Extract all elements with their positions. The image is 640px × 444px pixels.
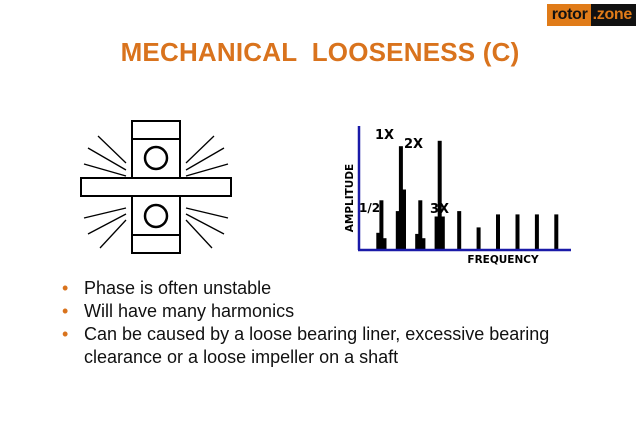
shaft [80,177,232,197]
y-axis-label: AMPLITUDE [344,164,356,232]
spectrum-bar [418,200,423,249]
spectrum-bar [434,216,439,249]
annotation-3x: 3X [430,202,449,217]
annotation-1x: 1X [375,128,394,143]
bullet-text: Will have many harmonics [84,301,295,321]
x-axis-label: FREQUENCY [467,254,539,266]
spectrum-bar [415,233,420,249]
bullet-text: Can be caused by a loose bearing liner, … [84,324,550,367]
slide-title: MECHANICAL LOOSENESS (C) [120,37,520,67]
spectrum-bar [437,140,442,249]
vibration-lines [83,135,229,249]
rotorzone-logo: rotor .zone [546,4,636,26]
loose-bearing-diagram [80,120,232,254]
bullet-item: • Phase is often unstable [62,277,622,300]
spectrum-bar [382,238,387,249]
upper-ball [143,145,169,171]
bullet-text: Phase is often unstable [84,278,272,298]
spectrum-bar [476,227,481,249]
spectrum-bar [398,146,403,249]
spectrum-bar [379,200,384,249]
spectrum-bar [440,216,445,249]
bullet-icon: • [62,301,69,321]
spectrum-bar [402,189,406,249]
spectrum-bar [554,214,559,249]
spectrum-bar [395,211,400,249]
spectrum-bar [515,214,520,249]
spectrum-bar [376,232,381,249]
spectrum-bar [496,214,500,249]
lower-ball [143,203,169,229]
logo-text-zone: .zone [590,4,636,26]
vibration-spectrum-chart: AMPLITUDE FREQUENCY 1/2 1X 2X 3X [344,126,571,266]
bullet-icon: • [62,324,69,344]
logo-text-rotor: rotor [546,4,591,26]
bullet-item: • Will have many harmonics [62,300,622,323]
spectrum-bar [457,211,462,249]
bullet-list: • Phase is often unstable • Will have many… [62,277,622,369]
spectrum-bar [421,238,426,249]
spectrum-bars [376,140,559,249]
bullet-item: • Can be caused by a loose bearing liner,… [62,323,622,369]
annotation-half-x: 1/2 [359,201,380,215]
annotation-2x: 2X [404,137,423,152]
bullet-icon: • [62,278,69,298]
spectrum-bar [534,214,539,249]
